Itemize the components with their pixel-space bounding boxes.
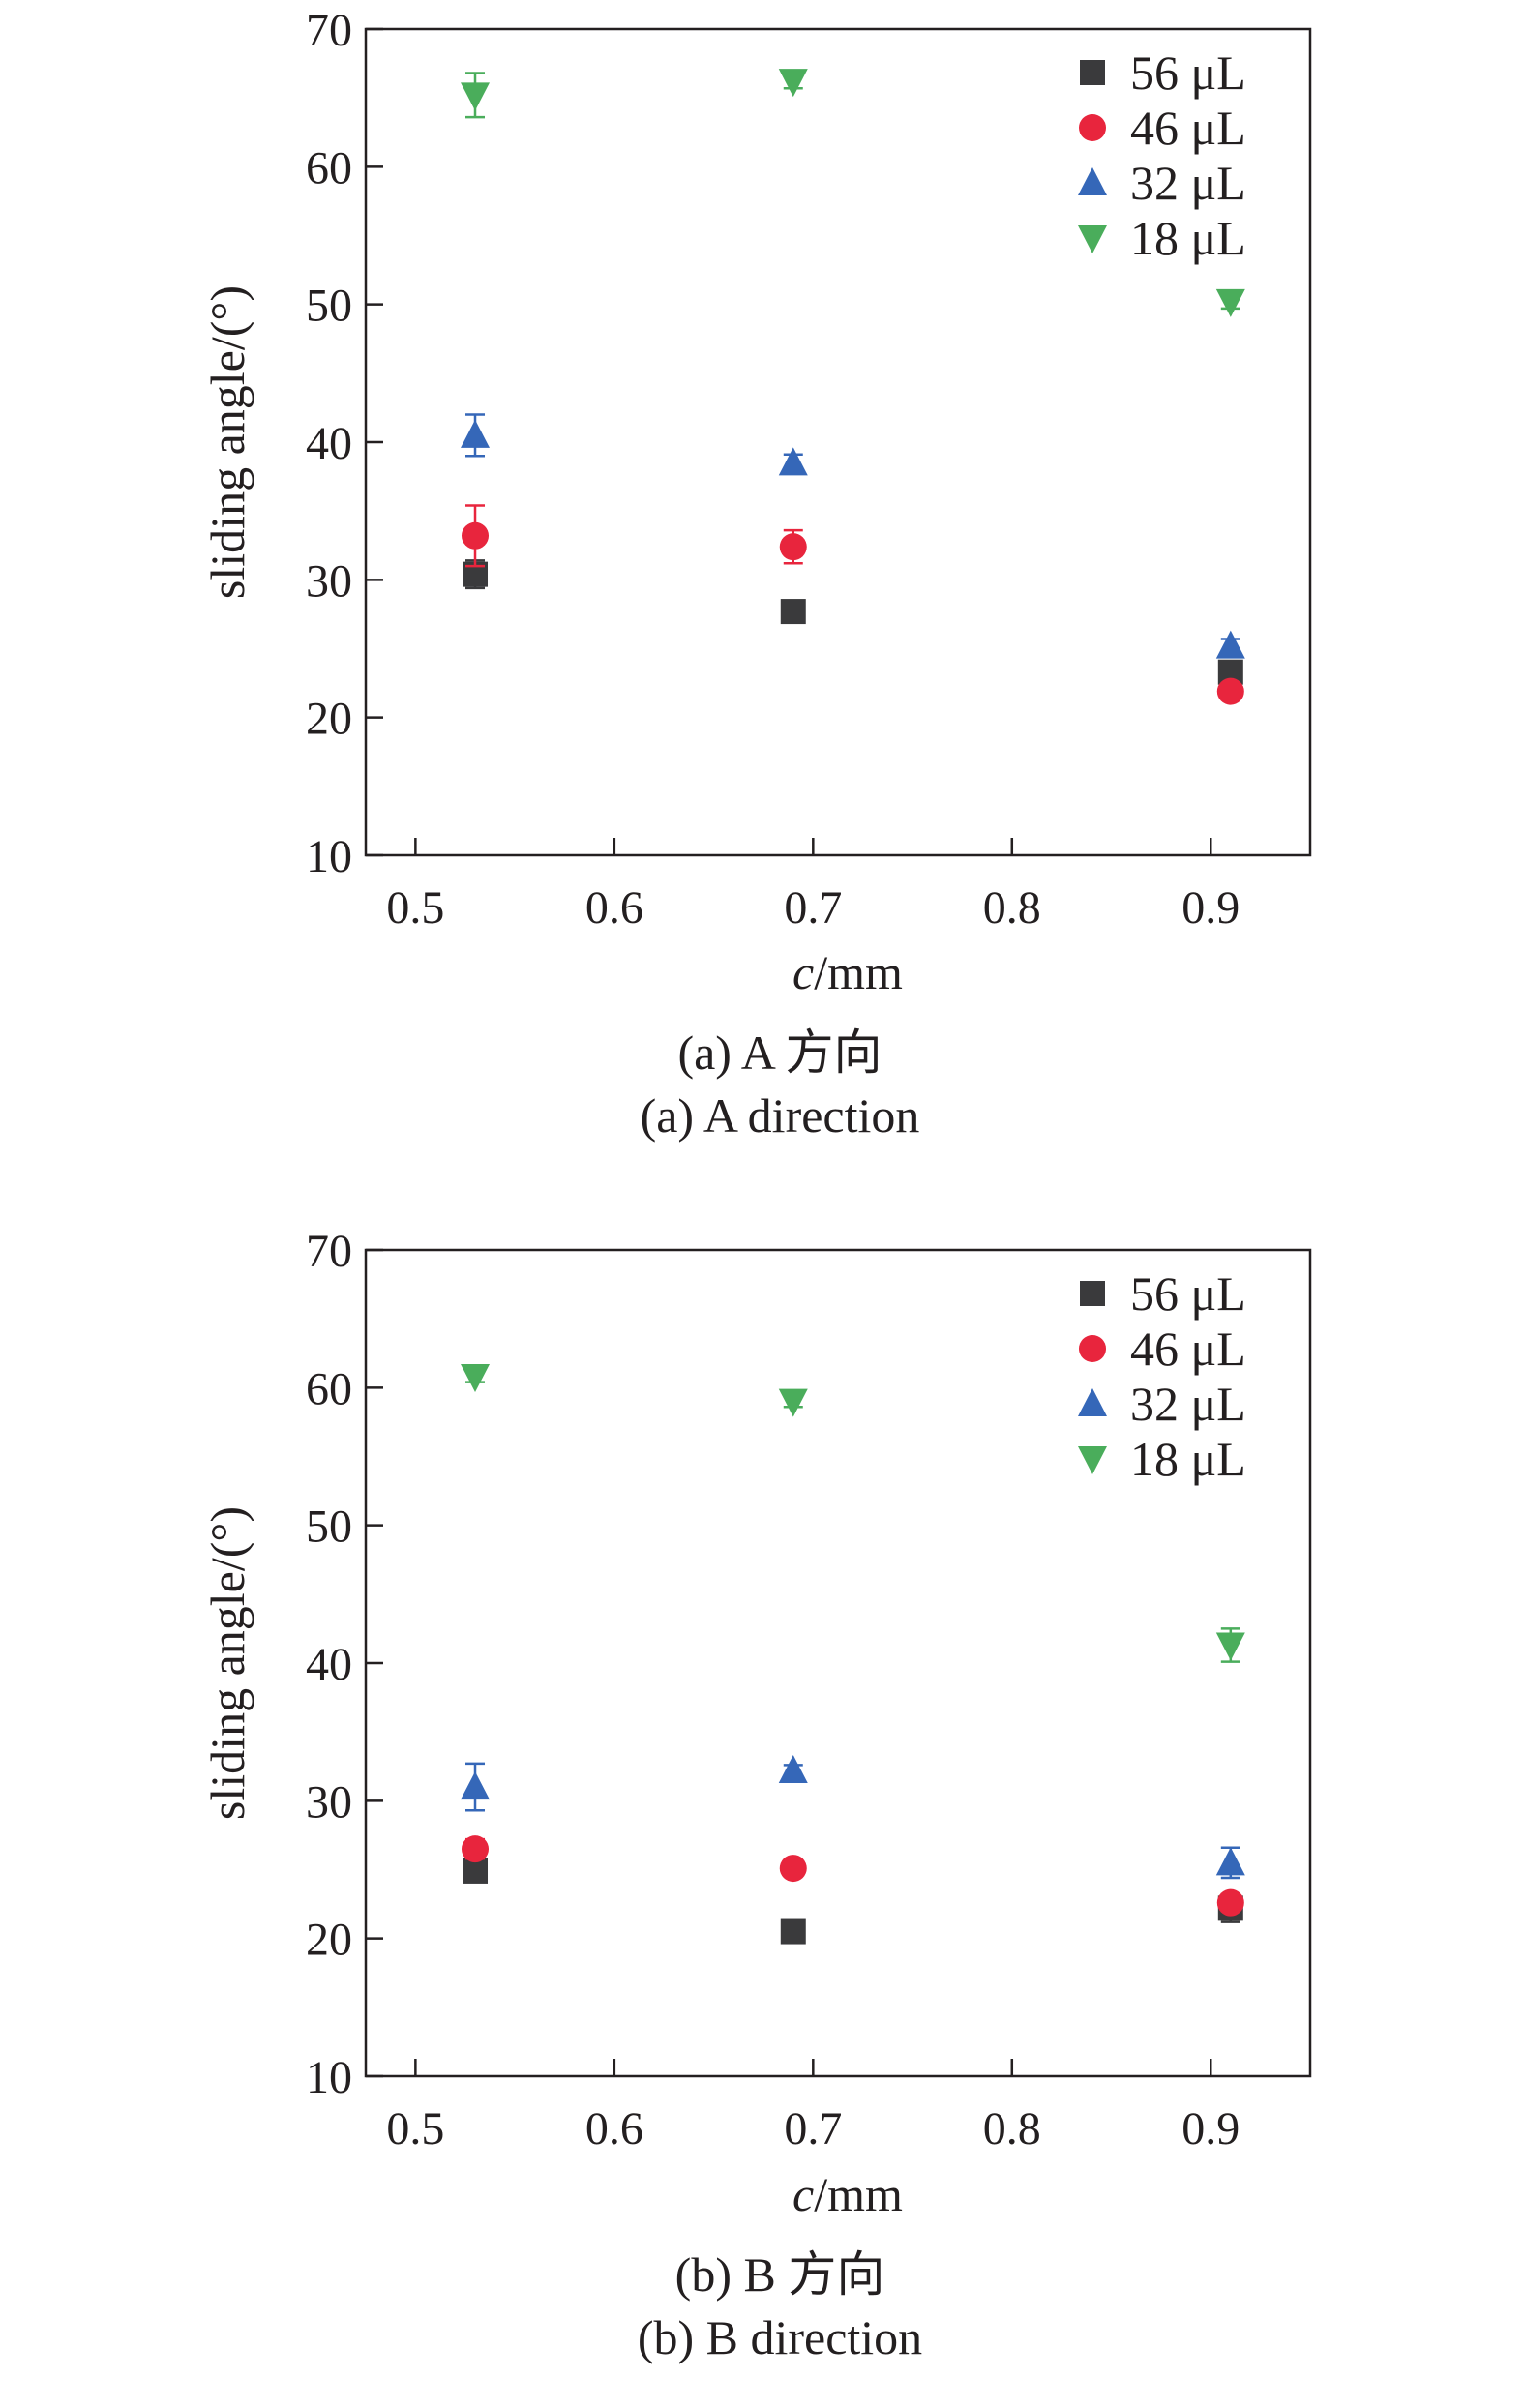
legend-marker <box>1078 1388 1107 1416</box>
data-point <box>779 1855 807 1883</box>
data-point <box>780 599 806 625</box>
y-tick-label: 50 <box>306 281 352 332</box>
legend-label: 18 μL <box>1130 1432 1246 1486</box>
x-tick-label: 0.9 <box>1181 882 1240 934</box>
y-tick-label: 60 <box>306 142 352 193</box>
caption-en: (b) B direction <box>638 2310 922 2364</box>
caption-cn: (a) A 方向 <box>677 1026 882 1080</box>
data-point <box>462 521 490 550</box>
data-point <box>1215 1847 1245 1876</box>
chart-panel-b: 0.5 0.6 0.7 0.8 0.9 10 20 30 40 50 60 70 sliding ang… <box>200 1226 1312 2364</box>
x-axis-title-var: c <box>792 2167 814 2221</box>
data-point <box>1215 1632 1245 1661</box>
data-point <box>778 447 808 476</box>
legend-marker <box>1078 225 1107 253</box>
y-tick-label: 10 <box>306 831 352 882</box>
series-2 <box>461 1755 1245 1880</box>
x-tick-label: 0.9 <box>1181 2103 1240 2155</box>
data-point <box>778 1755 808 1784</box>
data-point <box>1215 288 1245 317</box>
legend-label: 32 μL <box>1130 156 1246 210</box>
data-point <box>1215 630 1245 659</box>
y-tick-label: 60 <box>306 1363 352 1414</box>
y-tick-label: 50 <box>306 1501 352 1553</box>
x-tick-label: 0.8 <box>983 2103 1041 2155</box>
legend-marker <box>1079 114 1106 141</box>
series-1 <box>462 1835 1244 1917</box>
legend-marker <box>1080 1281 1105 1306</box>
y-tick-label: 70 <box>306 1226 352 1277</box>
caption-en: (a) A direction <box>641 1088 920 1143</box>
series-0 <box>463 1858 1243 1945</box>
data-point <box>780 1918 806 1945</box>
x-axis-title: c/mm <box>792 2167 903 2221</box>
series-1 <box>462 504 1244 705</box>
data-point <box>461 419 491 448</box>
data-point <box>778 1388 808 1417</box>
x-axis-title: c/mm <box>792 945 903 999</box>
caption-cn: (b) B 方向 <box>675 2247 885 2302</box>
x-axis-title-var: c <box>792 945 814 999</box>
data-point <box>463 1858 489 1884</box>
series-3 <box>461 69 1245 317</box>
x-tick-label: 0.7 <box>784 882 842 934</box>
x-tick-label: 0.6 <box>585 2103 643 2155</box>
legend-marker <box>1080 60 1105 85</box>
data-point <box>462 1835 490 1863</box>
y-axis-title: sliding angle/(°) <box>200 285 254 599</box>
data-point <box>779 533 807 561</box>
x-axis-title-unit: /mm <box>814 945 903 999</box>
data-point <box>461 82 491 111</box>
legend-marker <box>1079 1335 1106 1362</box>
legend-label: 56 μL <box>1130 45 1246 100</box>
series-3 <box>461 1363 1245 1663</box>
data-point <box>1216 677 1244 705</box>
y-axis-title: sliding angle/(°) <box>200 1506 254 1820</box>
legend-label: 18 μL <box>1130 211 1246 265</box>
data-point <box>461 1363 491 1392</box>
y-tick-label: 10 <box>306 2052 352 2103</box>
y-tick-label: 30 <box>306 1776 352 1828</box>
y-tick-label: 30 <box>306 555 352 607</box>
x-tick-label: 0.5 <box>386 2103 444 2155</box>
series-2 <box>461 413 1245 659</box>
legend-marker <box>1078 167 1107 195</box>
y-tick-label: 40 <box>306 1639 352 1690</box>
x-tick-label: 0.5 <box>386 882 444 934</box>
x-tick-label: 0.6 <box>585 882 643 934</box>
legend-label: 46 μL <box>1130 101 1246 155</box>
legend-label: 46 μL <box>1130 1322 1246 1376</box>
legend-label: 32 μL <box>1130 1377 1246 1431</box>
y-tick-label: 20 <box>306 1915 352 1966</box>
data-point <box>1216 1888 1244 1917</box>
legend-label: 56 μL <box>1130 1266 1246 1321</box>
x-tick-label: 0.7 <box>784 2103 842 2155</box>
x-tick-label: 0.8 <box>983 882 1041 934</box>
data-point <box>778 69 808 98</box>
series-0 <box>463 559 1243 685</box>
y-tick-label: 20 <box>306 694 352 745</box>
data-point <box>461 1771 491 1800</box>
y-tick-label: 40 <box>306 418 352 469</box>
y-tick-label: 70 <box>306 5 352 56</box>
x-axis-title-unit: /mm <box>814 2167 903 2221</box>
legend-marker <box>1078 1446 1107 1474</box>
chart-panel-a: 0.5 0.6 0.7 0.8 0.9 10 20 30 40 50 60 70 sliding ang… <box>200 5 1312 1143</box>
